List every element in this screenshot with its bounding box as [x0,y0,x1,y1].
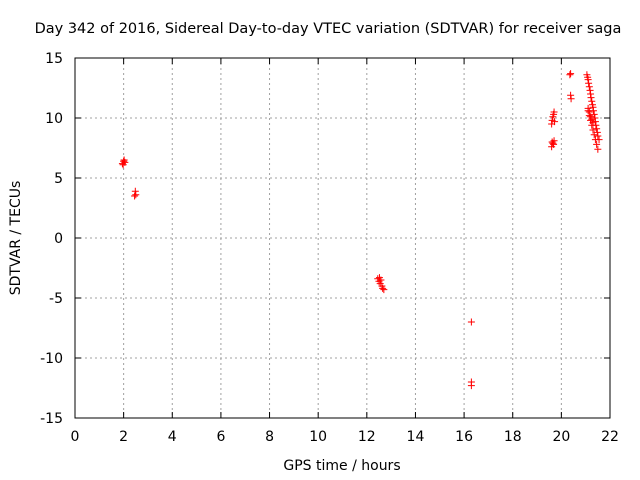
x-tick-label: 8 [265,429,274,445]
data-point [567,91,575,99]
data-point [585,108,593,116]
data-point [131,192,139,200]
x-tick-label: 18 [504,429,522,445]
data-point [551,118,559,126]
data-point [467,382,475,390]
data-point [132,191,140,199]
x-tick-label: 20 [552,429,570,445]
data-points [118,70,603,390]
x-tick-label: 4 [168,429,177,445]
axis-ticks [74,57,611,419]
data-point [119,161,127,169]
x-tick-label: 22 [601,429,619,445]
data-point [380,286,388,294]
data-point [589,126,597,134]
data-point [120,156,128,164]
y-tick-label: -15 [40,411,63,427]
x-tick-label: 16 [455,429,473,445]
data-point [589,119,597,127]
data-point [587,94,595,102]
y-tick-label: 5 [54,171,63,187]
data-point [375,274,383,282]
y-tick-label: -10 [40,351,63,367]
data-point [590,131,598,139]
x-axis-label: GPS time / hours [283,458,400,474]
data-point [593,125,601,133]
data-point [567,70,575,78]
data-point [585,83,593,91]
x-tick-label: 0 [71,429,80,445]
data-point [550,140,558,148]
y-tick-label: -5 [49,291,63,307]
x-tick-label: 2 [119,429,128,445]
data-point [590,110,598,118]
data-point [594,132,602,140]
data-point [593,140,601,148]
x-tick-label: 12 [358,429,376,445]
y-tick-label: 0 [54,231,63,247]
y-axis-label: SDTVAR / TECUs [8,181,24,296]
data-point [550,108,558,116]
x-tick-label: 6 [216,429,225,445]
grid-lines [75,58,610,418]
data-point [467,318,475,326]
data-point [588,115,596,123]
y-tick-label: 15 [45,51,63,67]
y-tick-label: 10 [45,111,63,127]
y-tick-labels: -15 -10 -5 0 5 10 15 [40,51,63,427]
data-point [566,71,574,79]
data-point [588,97,596,105]
data-point [584,104,592,112]
data-point [594,145,602,153]
data-point [585,79,593,87]
x-tick-label: 10 [309,429,327,445]
chart-title: Day 342 of 2016, Sidereal Day-to-day VTE… [35,21,622,37]
data-point [379,284,387,292]
data-point [591,136,599,144]
x-tick-labels: 0 2 4 6 8 10 12 14 16 18 20 22 [71,429,619,445]
x-tick-label: 14 [407,429,425,445]
